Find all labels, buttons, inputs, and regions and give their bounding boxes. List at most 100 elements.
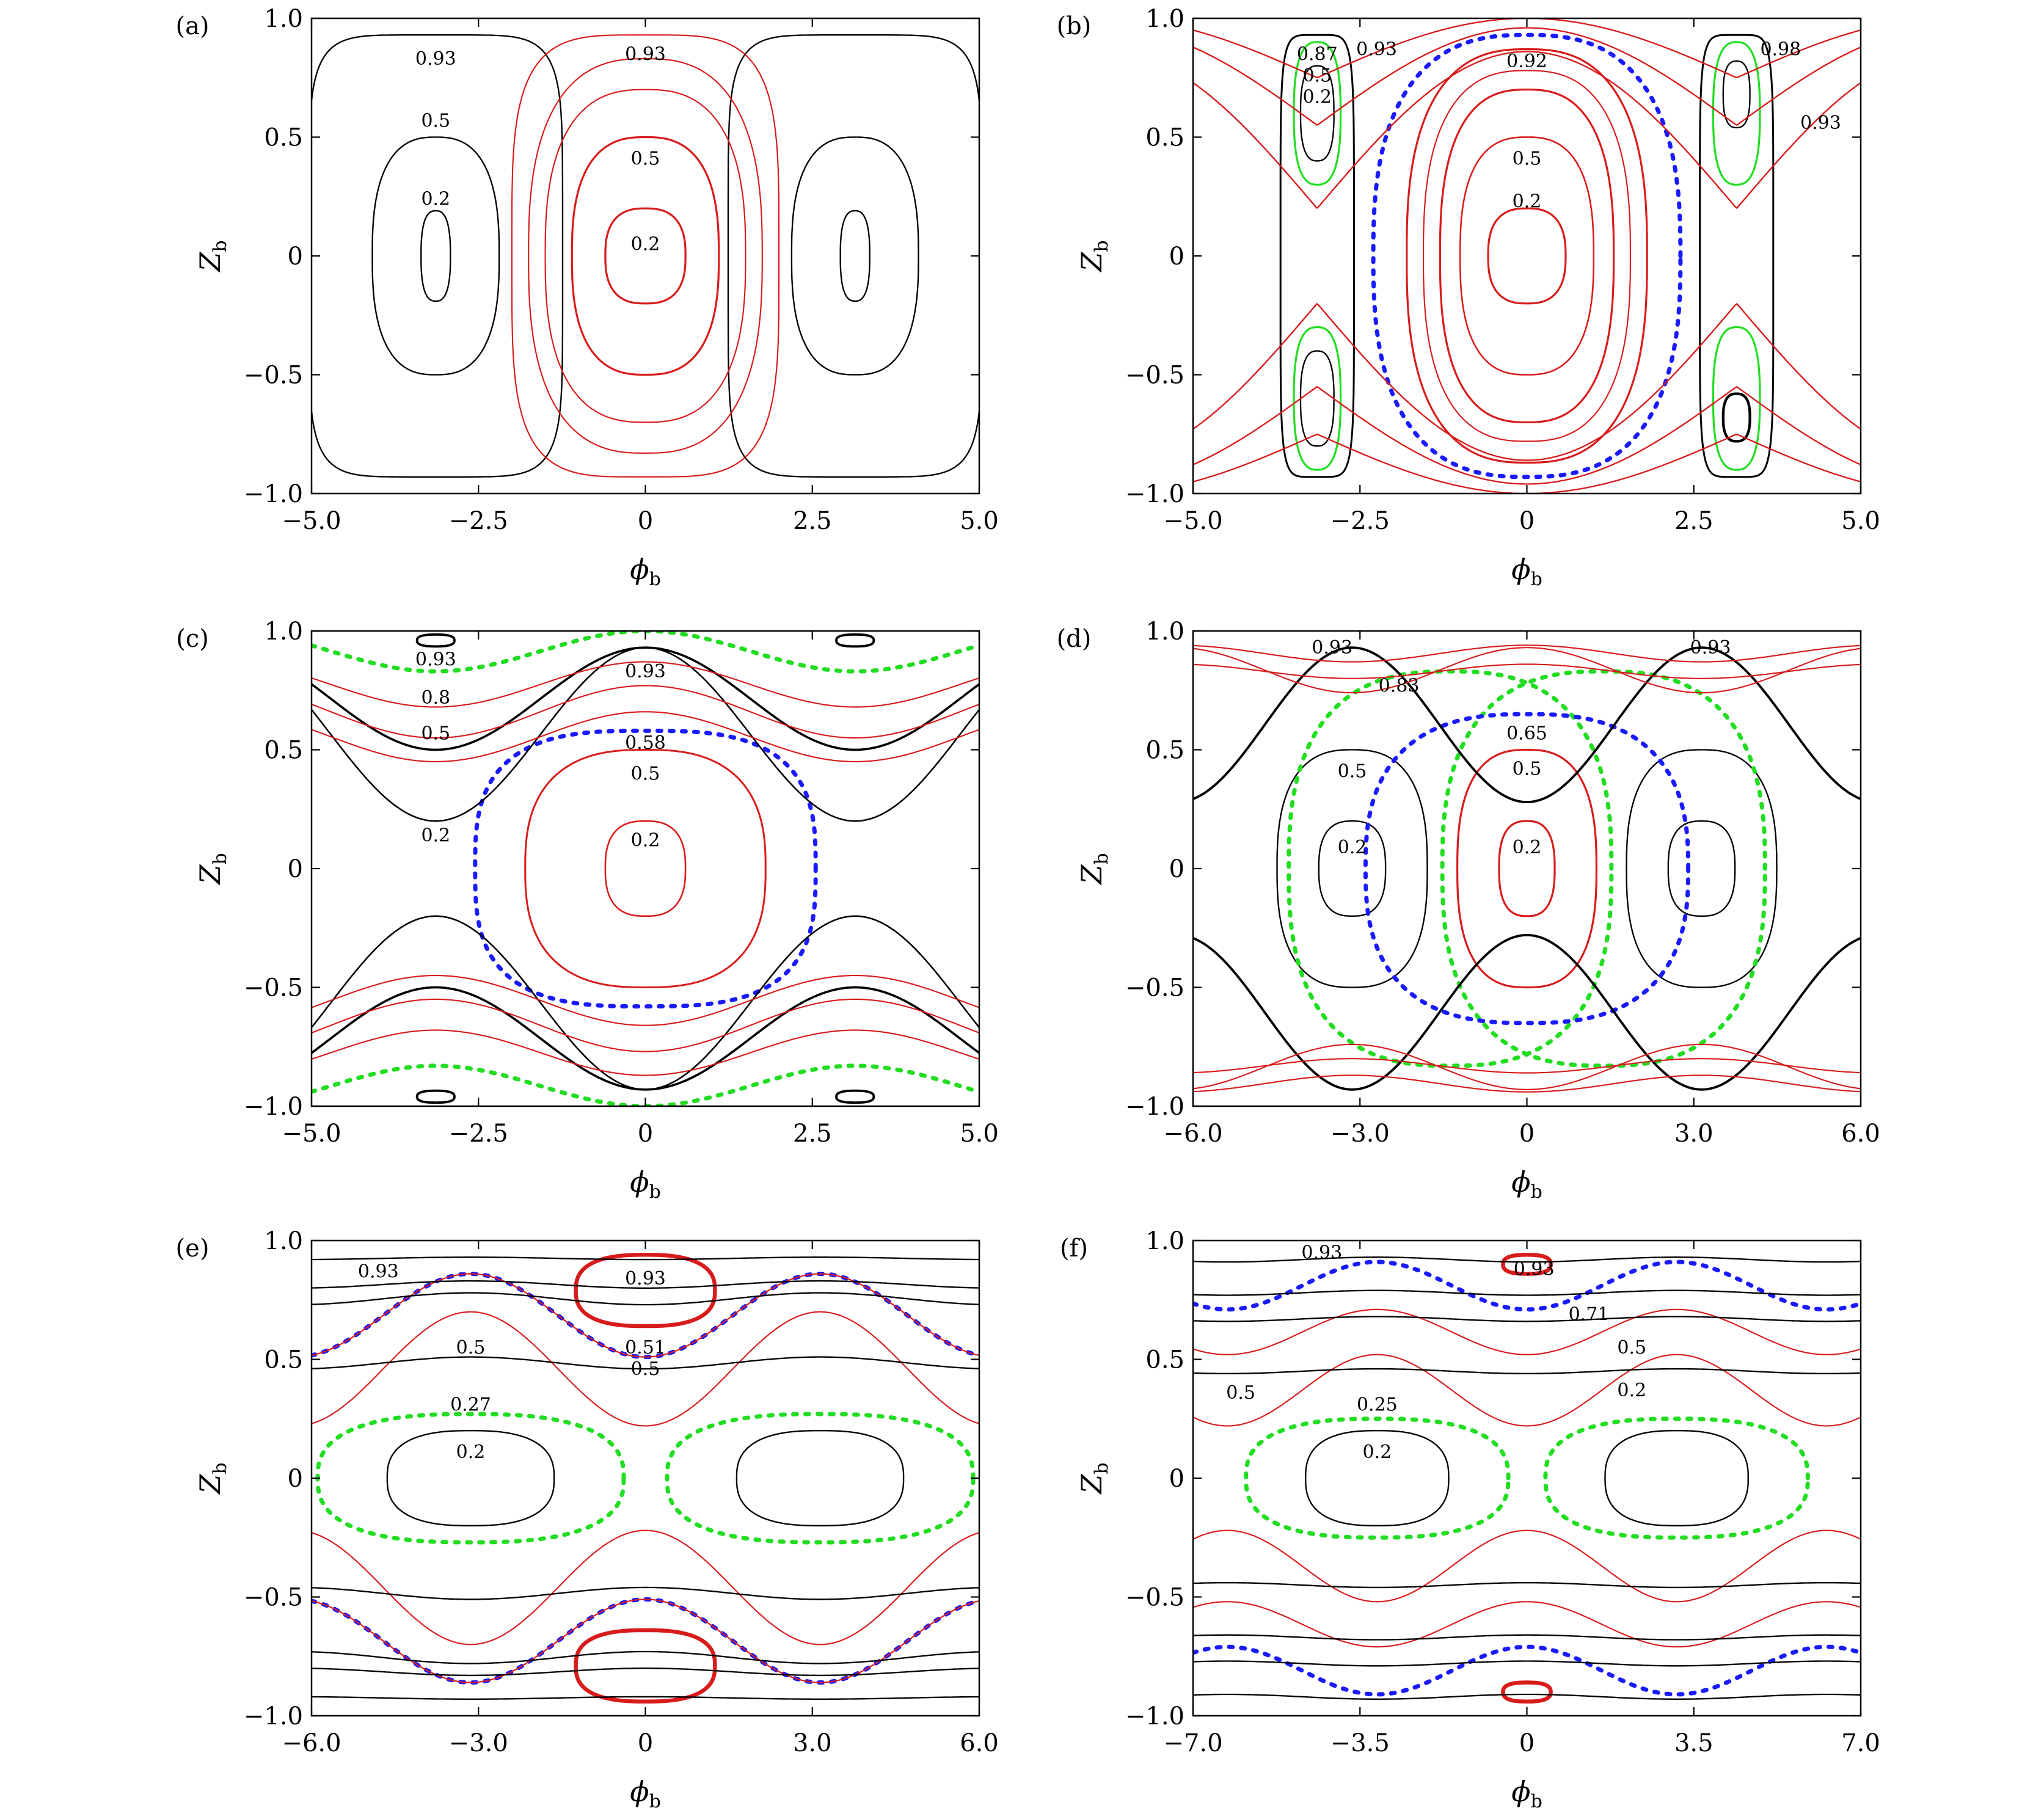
plot-area: [1193, 18, 1861, 494]
green-dotted-trajectory: [315, 1412, 626, 1545]
black-trajectory: [371, 136, 500, 376]
red-trajectory: [1487, 207, 1567, 305]
panel-e: −6.0 −3.0 0 3.0 6.0 −1.0 −0.5 0 0.5 1.0 ϕb Zb (e) 0.9…: [176, 1227, 999, 1808]
panel-label: (d): [1057, 625, 1092, 653]
black-trajectory: [1193, 1693, 1861, 1700]
contour-value-label: 0.2: [421, 825, 450, 847]
contour-value-label: 0.5: [1226, 1382, 1255, 1404]
black-trajectory: [727, 34, 979, 478]
red-trajectory: [1193, 386, 1861, 485]
black-trajectory: [312, 1356, 979, 1370]
red-trajectory: [1193, 386, 1861, 485]
blue-dotted-trajectory: [1193, 1644, 1861, 1697]
y-tick-label: 0.5: [1145, 124, 1184, 152]
y-tick-label: −0.5: [1125, 974, 1184, 1002]
red-trajectory: [1193, 1308, 1861, 1355]
y-tick-label: 0: [1169, 855, 1184, 883]
contour-value-label: 0.65: [1506, 723, 1547, 744]
y-tick-label: −1.0: [244, 480, 303, 508]
x-tick-label: 2.5: [793, 1120, 832, 1148]
green-dotted-trajectory: [1543, 1416, 1810, 1540]
contour-value-label: 0.93: [358, 1261, 399, 1283]
y-tick-label: 0.5: [264, 737, 303, 765]
contour-value-label: 0.27: [450, 1394, 491, 1415]
contour-value-label: 0.25: [1357, 1394, 1398, 1415]
y-tick-label: −1.0: [244, 1702, 303, 1730]
red-trajectory: [312, 711, 979, 762]
x-tick-label: −5.0: [282, 507, 341, 535]
red-trajectory: [1501, 1253, 1553, 1276]
y-tick-label: 1.0: [264, 1227, 303, 1255]
black-trajectory: [1721, 392, 1751, 443]
contour-value-label: 0.5: [631, 763, 660, 784]
contour-value-label: 0.5: [456, 1337, 486, 1358]
black-trajectory: [835, 633, 875, 648]
x-tick-label: 5.0: [1841, 507, 1880, 535]
contour-value-label: 0.93: [1356, 39, 1397, 60]
red-trajectory: [1456, 748, 1598, 989]
y-tick-label: 0.5: [1145, 1346, 1184, 1374]
contour-value-label: 0.2: [1338, 837, 1367, 858]
red-trajectory: [1193, 1058, 1861, 1074]
red-trajectory: [604, 820, 687, 917]
black-trajectory: [415, 633, 456, 648]
plot-area: [312, 631, 979, 1106]
contour-value-label: 0.93: [1514, 1259, 1555, 1280]
plot-frame: [310, 630, 980, 1107]
x-tick-label: 3.5: [1674, 1729, 1714, 1757]
green-dotted-trajectory: [1244, 1416, 1511, 1540]
black-trajectory: [312, 986, 979, 1091]
red-trajectory: [312, 1529, 979, 1646]
black-trajectory: [835, 1089, 875, 1104]
y-tick-label: −1.0: [1125, 1702, 1184, 1730]
contour-value-label: 0.93: [415, 48, 456, 70]
y-tick-label: 0.5: [1145, 737, 1184, 765]
y-tick-label: −0.5: [244, 974, 303, 1002]
red-trajectory: [1193, 647, 1861, 694]
y-axis-title: Zb: [1075, 240, 1112, 272]
y-tick-label: 0.5: [264, 1346, 303, 1374]
red-trajectory: [524, 748, 767, 989]
y-tick-label: −0.5: [1125, 362, 1184, 390]
x-tick-label: −3.0: [449, 1729, 508, 1757]
y-tick-label: −0.5: [244, 362, 303, 390]
black-trajectory: [386, 1430, 555, 1526]
x-axis-title: ϕb: [630, 1775, 661, 1808]
x-axis-title: ϕb: [630, 1165, 661, 1203]
contour-value-label: 0.2: [1617, 1380, 1646, 1401]
black-trajectory: [312, 1280, 979, 1289]
red-trajectory: [1193, 433, 1861, 494]
green-trajectory: [1293, 326, 1342, 471]
contour-value-label: 0.83: [1379, 675, 1420, 696]
black-trajectory: [1193, 1289, 1861, 1296]
black-trajectory: [1305, 1430, 1450, 1526]
black-trajectory: [735, 1430, 905, 1526]
red-trajectory: [312, 1029, 979, 1076]
contour-value-label: 0.5: [1513, 759, 1542, 780]
black-trajectory: [1193, 933, 1861, 1091]
black-trajectory: [312, 34, 564, 478]
blue-dotted-trajectory: [473, 728, 818, 1009]
x-tick-label: 3.0: [1674, 1120, 1714, 1148]
black-trajectory: [1193, 1660, 1861, 1667]
contour-value-label: 0.93: [415, 649, 456, 671]
y-tick-label: 0: [288, 1465, 303, 1493]
black-trajectory: [312, 915, 979, 1091]
red-trajectory: [528, 58, 763, 454]
red-trajectory: [312, 1311, 979, 1427]
green-trajectory: [1712, 326, 1761, 471]
x-tick-label: 0: [1519, 1120, 1535, 1148]
contour-value-label: 0.5: [421, 723, 450, 744]
blue-dotted-trajectory: [1193, 1259, 1861, 1312]
black-trajectory: [1193, 1582, 1861, 1589]
x-tick-label: 5.0: [960, 1120, 999, 1148]
black-trajectory: [312, 1650, 979, 1664]
contour-value-label: 0.5: [421, 110, 450, 131]
x-tick-label: −2.5: [449, 1120, 508, 1148]
red-trajectory: [1439, 89, 1615, 423]
black-trajectory: [312, 1292, 979, 1306]
contour-value-label: 0.58: [625, 732, 666, 754]
y-tick-label: −1.0: [1125, 480, 1184, 508]
y-axis-title: Zb: [194, 240, 231, 272]
